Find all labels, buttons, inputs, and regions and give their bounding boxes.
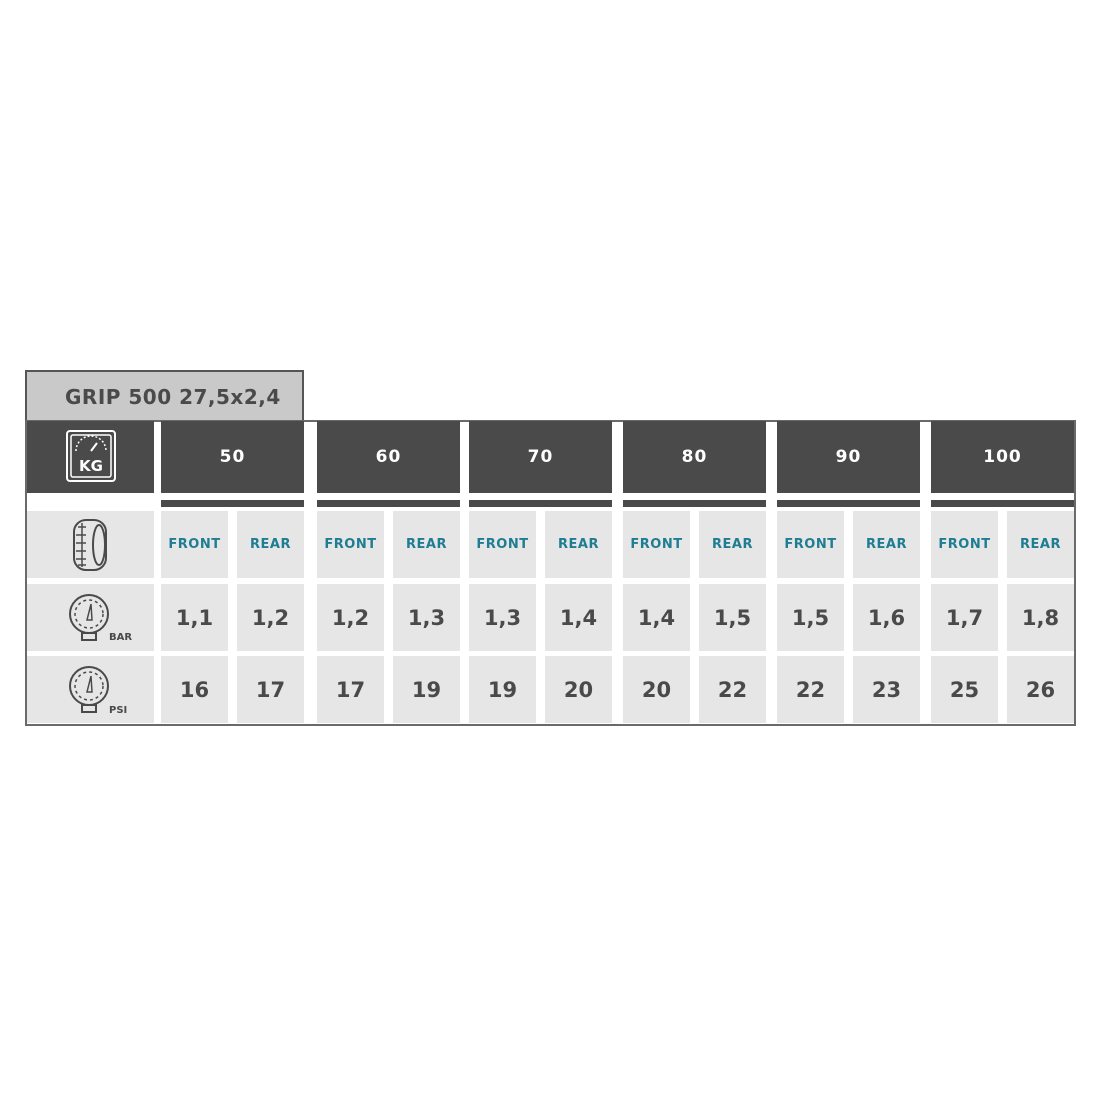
rear-label: REAR [853,511,920,578]
weight-header-70: 70 [469,421,612,493]
weight-scale-kg-icon: KG [65,430,116,482]
weight-header-cell: KG [27,421,154,493]
rear-label: REAR [699,511,766,578]
group-divider-bar [777,500,920,507]
psi-value-front: 17 [317,656,384,723]
psi-row-label: PSI [27,656,154,723]
bar-value-rear: 1,5 [699,584,766,651]
bar-value-front: 1,5 [777,584,844,651]
bar-value-front: 1,1 [161,584,228,651]
front-label: FRONT [931,511,998,578]
tire-row-label [27,511,154,578]
group-divider-bar [623,500,766,507]
bar-value-rear: 1,6 [853,584,920,651]
front-label: FRONT [469,511,536,578]
bar-value-rear: 1,4 [545,584,612,651]
psi-value-rear: 20 [545,656,612,723]
psi-value-front: 25 [931,656,998,723]
rear-label: REAR [237,511,304,578]
front-label: FRONT [161,511,228,578]
bar-unit-label: BAR [109,632,133,643]
psi-value-front: 16 [161,656,228,723]
bar-row-label: BAR [27,584,154,651]
psi-value-rear: 26 [1007,656,1074,723]
group-divider-bar [931,500,1074,507]
front-label: FRONT [777,511,844,578]
psi-value-front: 22 [777,656,844,723]
group-divider-bar [161,500,304,507]
psi-value-rear: 22 [699,656,766,723]
group-divider-bar [317,500,460,507]
bar-value-rear: 1,2 [237,584,304,651]
weight-header-90: 90 [777,421,920,493]
psi-value-rear: 23 [853,656,920,723]
group-divider-bar [469,500,612,507]
psi-value-rear: 17 [237,656,304,723]
psi-unit-label: PSI [109,705,128,716]
bar-value-rear: 1,3 [393,584,460,651]
rear-label: REAR [393,511,460,578]
rear-label: REAR [1007,511,1074,578]
psi-value-rear: 19 [393,656,460,723]
weight-header-60: 60 [317,421,460,493]
bar-value-front: 1,4 [623,584,690,651]
front-label: FRONT [317,511,384,578]
table-title: GRIP 500 27,5x2,4 [25,370,304,421]
tire-icon [72,518,107,571]
kg-label: KG [79,457,103,475]
weight-header-100: 100 [931,421,1074,493]
psi-value-front: 19 [469,656,536,723]
rear-label: REAR [545,511,612,578]
pressure-gauge-icon [68,665,109,713]
weight-header-50: 50 [161,421,304,493]
front-label: FRONT [623,511,690,578]
bar-value-front: 1,3 [469,584,536,651]
pressure-gauge-icon [68,593,109,641]
bar-value-rear: 1,8 [1007,584,1074,651]
bar-value-front: 1,7 [931,584,998,651]
psi-value-front: 20 [623,656,690,723]
bar-value-front: 1,2 [317,584,384,651]
weight-header-80: 80 [623,421,766,493]
